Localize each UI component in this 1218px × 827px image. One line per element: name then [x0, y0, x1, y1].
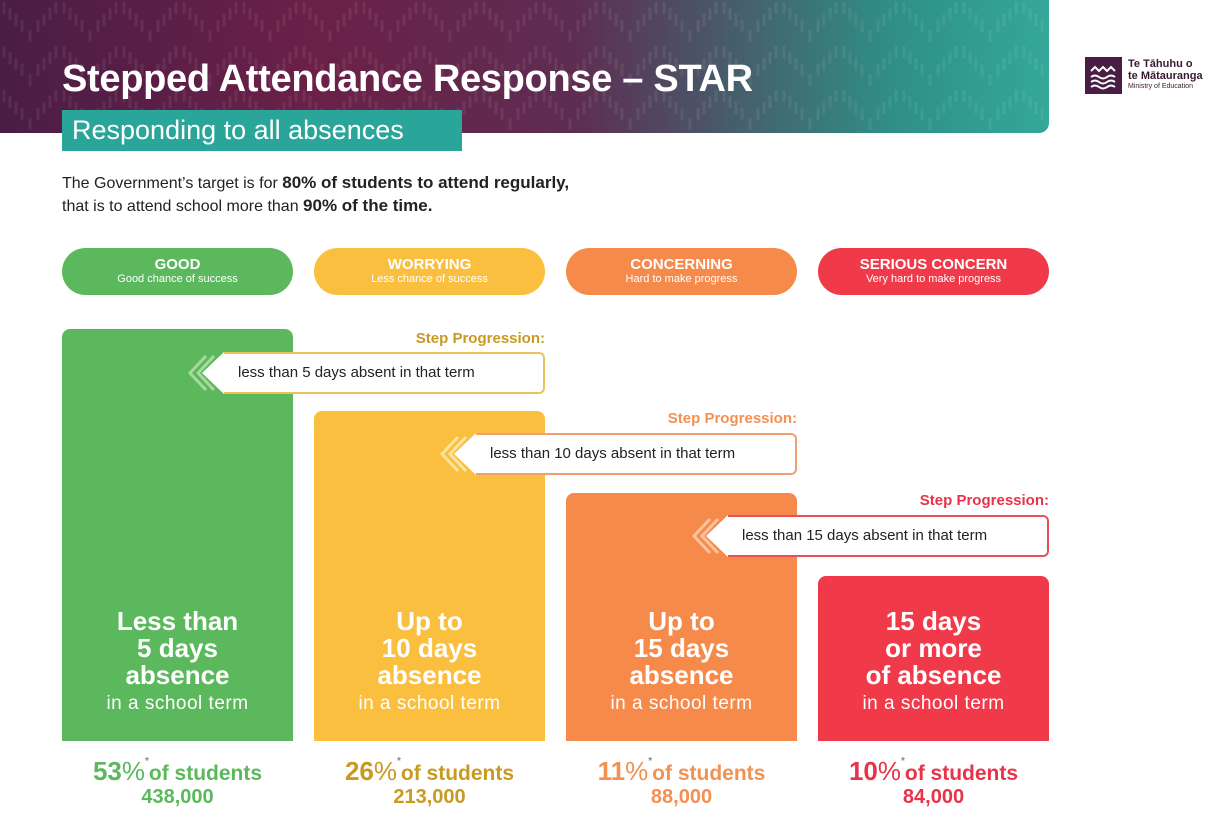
stat-good: 53%*of students 438,000 [92, 756, 263, 808]
column-serious-concern [818, 576, 1049, 741]
intro-text: The Government’s target is for 80% of st… [62, 173, 570, 215]
column-text-serious-concern: 15 days or more of absence in a school term [862, 606, 1005, 715]
category-pill-good: GOOD Good chance of success [62, 248, 293, 295]
ministry-emblem-icon [1085, 57, 1122, 94]
ministry-logo: Te Tāhuhu o te Mātauranga Ministry of Ed… [1085, 57, 1215, 97]
category-pill-worrying: WORRYING Less chance of success [314, 248, 545, 295]
column-good [62, 329, 293, 741]
stat-concerning: 11%*of students 88,000 [597, 756, 766, 808]
category-pill-serious-concern: SERIOUS CONCERN Very hard to make progres… [818, 248, 1049, 295]
column-text-concerning: Up to 15 days absence in a school term [610, 606, 753, 715]
ministry-name: Te Tāhuhu o te Mātauranga Ministry of Ed… [1128, 58, 1203, 90]
column-text-worrying: Up to 10 days absence in a school term [358, 606, 501, 715]
stat-worrying: 26%*of students 213,000 [344, 756, 515, 808]
page-subtitle: Responding to all absences [62, 110, 462, 151]
step-progression-label-3: Step Progression: [919, 492, 1049, 509]
category-pill-concerning: CONCERNING Hard to make progress [566, 248, 797, 295]
step-progression-box-1: less than 5 days absent in that term [224, 352, 545, 394]
step-progression-label-1: Step Progression: [415, 330, 545, 347]
stat-serious-concern: 10%*of students 84,000 [848, 756, 1019, 808]
column-text-good: Less than 5 days absence in a school term [106, 606, 249, 715]
step-progression-box-2: less than 10 days absent in that term [476, 433, 797, 475]
page-title: Stepped Attendance Response – STAR [62, 58, 753, 100]
step-progression-box-3: less than 15 days absent in that term [728, 515, 1049, 557]
step-progression-label-2: Step Progression: [667, 410, 797, 427]
header-banner: Stepped Attendance Response – STAR [0, 0, 1049, 133]
